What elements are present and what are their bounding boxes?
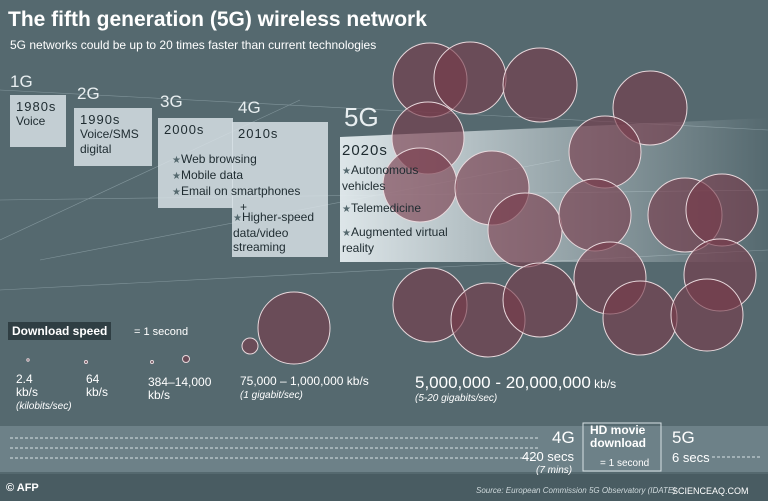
- title: The fifth generation (5G) wireless netwo…: [8, 8, 427, 31]
- hd-title: HD movie download: [590, 423, 646, 450]
- circle: [612, 70, 688, 146]
- speed-unit: kb/s: [594, 377, 617, 391]
- speed-unit: kb/s: [86, 385, 109, 399]
- hd-note: (7 mins): [536, 465, 573, 476]
- circle: [685, 173, 759, 247]
- circle: [84, 360, 88, 364]
- speed: 384–14,000 kb/s: [148, 376, 211, 402]
- feature: Augmented virtual reality: [342, 225, 457, 255]
- logo: © AFP: [6, 482, 39, 494]
- circle: [26, 358, 30, 362]
- subtitle: 5G networks could be up to 20 times fast…: [10, 38, 377, 52]
- gen-label: 1G: [10, 72, 33, 91]
- speed-unit: kb/s: [16, 385, 39, 399]
- speed-value: 64: [86, 372, 100, 386]
- footer-band: [0, 474, 768, 501]
- hd-time: 420 secs: [522, 449, 575, 464]
- speed: 75,000 – 1,000,000 kb/s (1 gigabit/sec): [240, 375, 369, 402]
- feature-list: Higher-speed data/video streaming: [233, 210, 325, 254]
- hd-unit: = 1 second: [600, 458, 650, 469]
- speed-value: 384–14,000: [148, 375, 212, 389]
- feature: Web browsing: [172, 152, 322, 168]
- hd-band: [0, 426, 768, 472]
- speed-unit: kb/s: [148, 388, 171, 402]
- watermark: SCIENCEAQ.COM: [672, 486, 749, 496]
- gen-box: 1980s Voice: [10, 95, 66, 147]
- gen-box: 1990s Voice/SMS digital: [74, 108, 152, 166]
- speed-unit: kb/s: [346, 374, 369, 388]
- decade: 1980s: [16, 99, 57, 114]
- circle: [241, 337, 259, 355]
- hd-legend-frame: [582, 422, 662, 472]
- feature: Higher-speed data/video streaming: [233, 210, 325, 254]
- circle: [502, 47, 578, 123]
- decade: 1990s: [80, 112, 121, 127]
- circle: [670, 278, 744, 352]
- feature: Autonomous vehicles: [342, 163, 457, 193]
- circle: [568, 115, 642, 189]
- hd-gen: 5G: [672, 428, 695, 447]
- circle: [257, 291, 331, 365]
- circle: [502, 262, 578, 338]
- speed-value: 75,000 – 1,000,000: [240, 374, 344, 388]
- download-speed-label: Download speed: [8, 322, 112, 340]
- speed: 64 kb/s: [86, 373, 108, 399]
- decade: 2010s: [238, 126, 279, 141]
- feature: Mobile data: [172, 168, 322, 184]
- gen-label: 2G: [77, 84, 100, 103]
- speed-value: 2.4: [16, 372, 33, 386]
- speed-note: (1 gigabit/sec): [240, 390, 303, 401]
- speed-note: (kilobits/sec): [16, 401, 72, 412]
- speed: 2.4 kb/s (kilobits/sec): [16, 373, 72, 413]
- speed: 5,000,000 - 20,000,000 kb/s (5-20 gigabit…: [415, 373, 617, 405]
- circle: [150, 360, 154, 364]
- gen-box: 2020s Autonomous vehicles Telemedicine A…: [342, 142, 472, 255]
- feature-list: Web browsing Mobile data Email on smartp…: [172, 152, 322, 215]
- hd-time: 6 secs: [672, 450, 710, 465]
- speed-value: 5,000,000 - 20,000,000: [415, 373, 591, 392]
- hd-gen: 4G: [552, 428, 575, 447]
- feature: Voice: [16, 114, 46, 128]
- circle: [182, 355, 190, 363]
- feature: Voice/SMS digital: [80, 127, 139, 156]
- 5g-circles: [382, 41, 759, 358]
- decade: 2000s: [164, 122, 205, 137]
- feature: Telemedicine: [342, 201, 457, 217]
- source: Source: European Commission 5G Observato…: [476, 486, 676, 495]
- circle: [433, 41, 507, 115]
- plus: +: [240, 200, 248, 214]
- decade: 2020s: [342, 142, 388, 159]
- speed-circles: [26, 291, 331, 365]
- circle: [487, 192, 563, 268]
- gen-label: 5G: [344, 102, 379, 132]
- circle: [558, 178, 632, 252]
- arrow-pattern: [10, 437, 760, 459]
- gen-label: 4G: [238, 98, 261, 117]
- circle: [602, 280, 678, 356]
- gen-label: 3G: [160, 92, 183, 111]
- feature: Email on smartphones: [172, 184, 322, 200]
- speed-note: (5-20 gigabits/sec): [415, 393, 498, 404]
- legend-note: = 1 second: [134, 326, 189, 338]
